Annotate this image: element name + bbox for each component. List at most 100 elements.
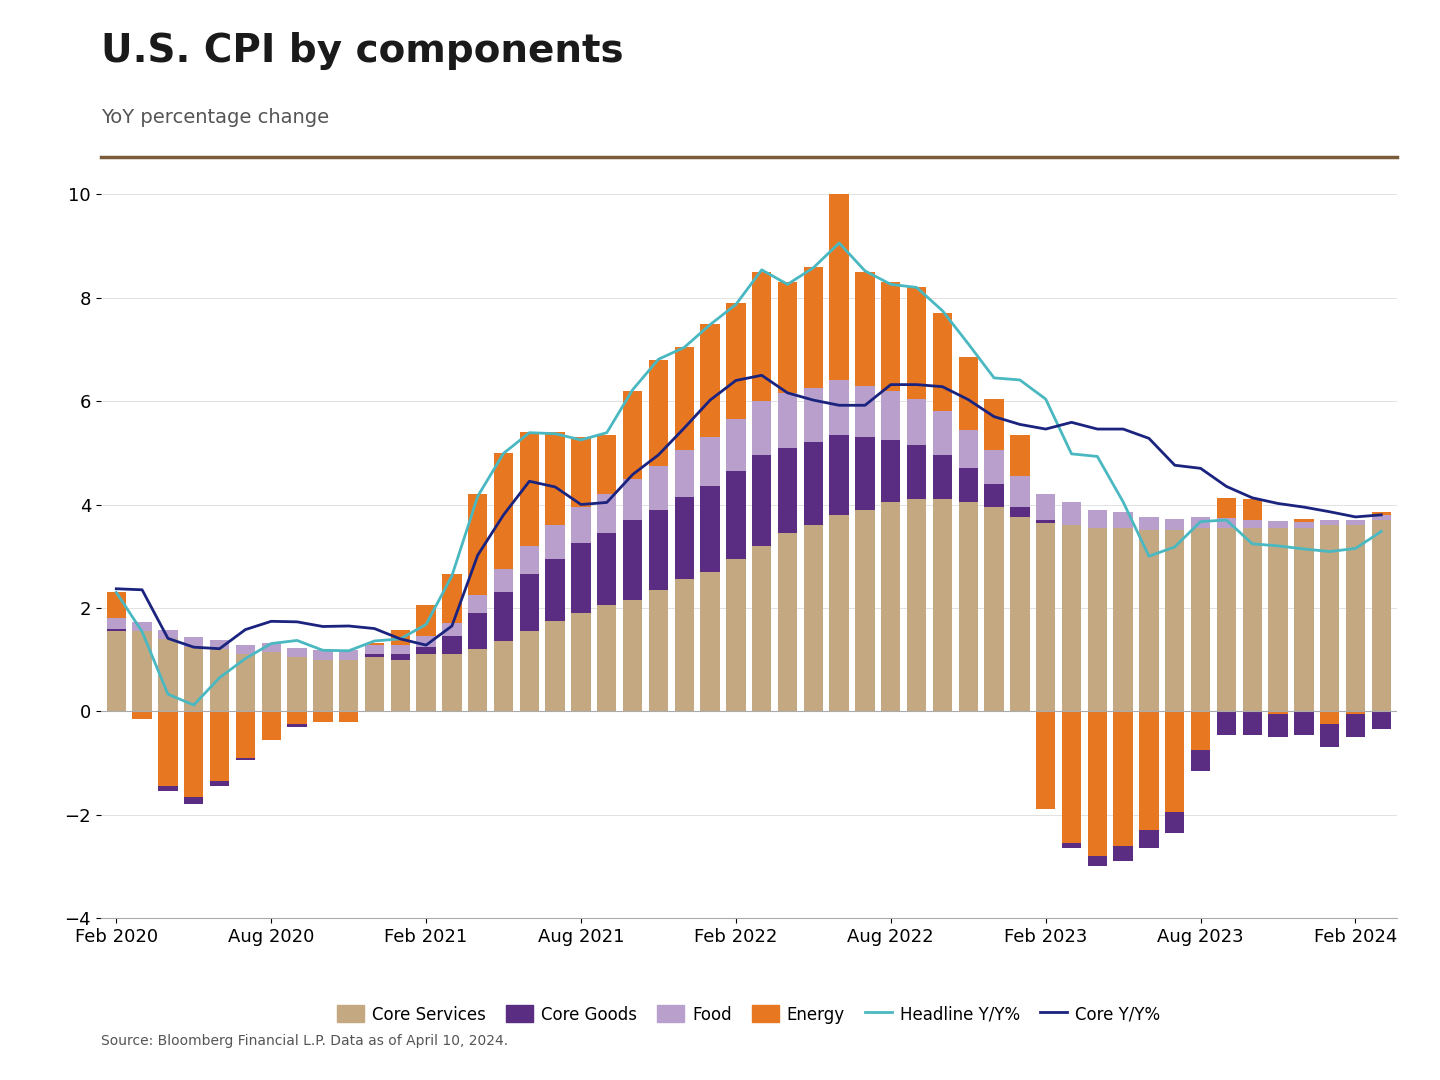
Bar	[442, 636, 462, 654]
Bar	[210, 640, 229, 649]
Bar	[546, 525, 564, 558]
Bar	[572, 508, 590, 543]
Bar	[829, 515, 848, 712]
Bar	[804, 525, 824, 712]
Bar	[1191, 750, 1210, 771]
Bar	[1061, 712, 1081, 843]
Bar	[364, 645, 384, 654]
Bar	[778, 393, 798, 448]
Bar	[468, 495, 487, 595]
Bar	[700, 486, 720, 571]
Bar	[1346, 714, 1365, 737]
Bar	[288, 725, 307, 727]
Bar	[1011, 435, 1030, 476]
Bar	[184, 637, 203, 647]
Bar	[1011, 508, 1030, 517]
Bar	[907, 399, 926, 445]
Bar	[624, 600, 642, 712]
Bar	[649, 590, 668, 712]
Bar	[572, 437, 590, 508]
Bar	[132, 622, 151, 631]
Bar	[262, 712, 281, 740]
Bar	[881, 502, 900, 712]
Bar	[236, 758, 255, 760]
Bar	[933, 499, 952, 712]
Bar	[1165, 712, 1185, 812]
Bar	[674, 347, 694, 450]
Bar	[1243, 712, 1261, 734]
Bar	[520, 432, 539, 545]
Bar	[752, 272, 772, 401]
Bar	[624, 391, 642, 478]
Text: YoY percentage change: YoY percentage change	[101, 108, 328, 127]
Bar	[546, 621, 564, 712]
Bar	[1035, 495, 1056, 521]
Bar	[1035, 519, 1056, 523]
Bar	[1139, 831, 1159, 848]
Bar	[1113, 712, 1133, 846]
Bar	[985, 399, 1004, 450]
Bar	[700, 571, 720, 712]
Bar	[1113, 512, 1133, 528]
Bar	[1113, 528, 1133, 712]
Bar	[726, 419, 746, 471]
Bar	[1165, 812, 1185, 833]
Bar	[494, 642, 513, 712]
Bar	[752, 456, 772, 545]
Bar	[907, 499, 926, 712]
Bar	[1372, 519, 1391, 712]
Text: Source: Bloomberg Financial L.P. Data as of April 10, 2024.: Source: Bloomberg Financial L.P. Data as…	[101, 1034, 508, 1048]
Bar	[1269, 521, 1287, 528]
Bar	[649, 510, 668, 590]
Bar	[1165, 519, 1185, 530]
Bar	[210, 712, 229, 781]
Bar	[1035, 523, 1056, 712]
Bar	[364, 643, 384, 645]
Bar	[1295, 522, 1313, 528]
Bar	[959, 502, 978, 712]
Bar	[1087, 510, 1107, 528]
Bar	[262, 643, 281, 652]
Bar	[158, 639, 177, 712]
Bar	[416, 636, 436, 647]
Bar	[1320, 725, 1339, 747]
Bar	[778, 532, 798, 712]
Bar	[726, 303, 746, 419]
Bar	[416, 605, 436, 636]
Bar	[752, 401, 772, 456]
Bar	[1320, 712, 1339, 725]
Bar	[1295, 712, 1313, 734]
Bar	[1320, 525, 1339, 712]
Bar	[1011, 517, 1030, 712]
Bar	[520, 575, 539, 631]
Bar	[700, 324, 720, 437]
Bar	[416, 647, 436, 654]
Bar	[1087, 856, 1107, 866]
Bar	[312, 660, 333, 712]
Bar	[288, 712, 307, 725]
Bar	[855, 272, 874, 386]
Bar	[1217, 518, 1236, 528]
Bar	[674, 450, 694, 497]
Bar	[132, 712, 151, 719]
Bar	[158, 786, 177, 792]
Bar	[236, 654, 255, 712]
Bar	[158, 712, 177, 786]
Bar	[494, 569, 513, 592]
Bar	[107, 631, 125, 712]
Bar	[210, 649, 229, 712]
Bar	[778, 447, 798, 532]
Bar	[855, 437, 874, 510]
Bar	[1011, 476, 1030, 508]
Bar	[1243, 519, 1261, 528]
Bar	[1346, 712, 1365, 714]
Bar	[312, 712, 333, 721]
Bar	[933, 456, 952, 499]
Bar	[494, 453, 513, 569]
Bar	[726, 471, 746, 558]
Bar	[881, 440, 900, 502]
Bar	[1243, 528, 1261, 712]
Bar	[1113, 846, 1133, 861]
Bar	[546, 432, 564, 525]
Bar	[1243, 499, 1261, 519]
